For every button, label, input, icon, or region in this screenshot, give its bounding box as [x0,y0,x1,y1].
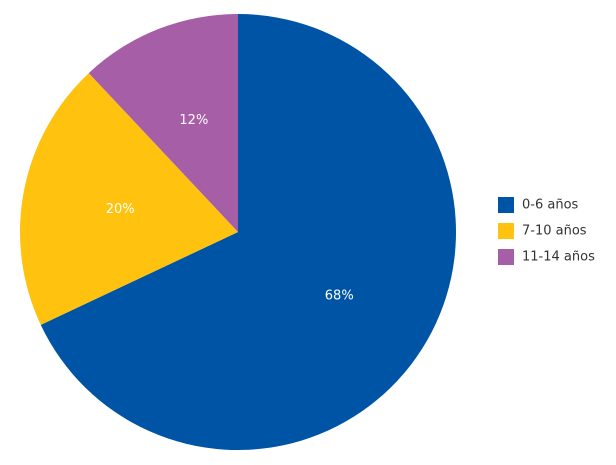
legend-label: 0-6 años [522,198,579,213]
pie-slice [20,73,238,325]
legend-swatch [498,223,514,239]
legend-swatch [498,249,514,265]
pie-slice [40,14,457,450]
legend-label: 7-10 años [522,224,587,239]
pie-slice [88,14,238,232]
data-label: 12% [179,113,208,128]
data-label: 20% [106,202,135,217]
legend-label: 11-14 años [522,250,595,265]
legend-swatch [498,197,514,213]
data-label: 68% [325,289,354,304]
